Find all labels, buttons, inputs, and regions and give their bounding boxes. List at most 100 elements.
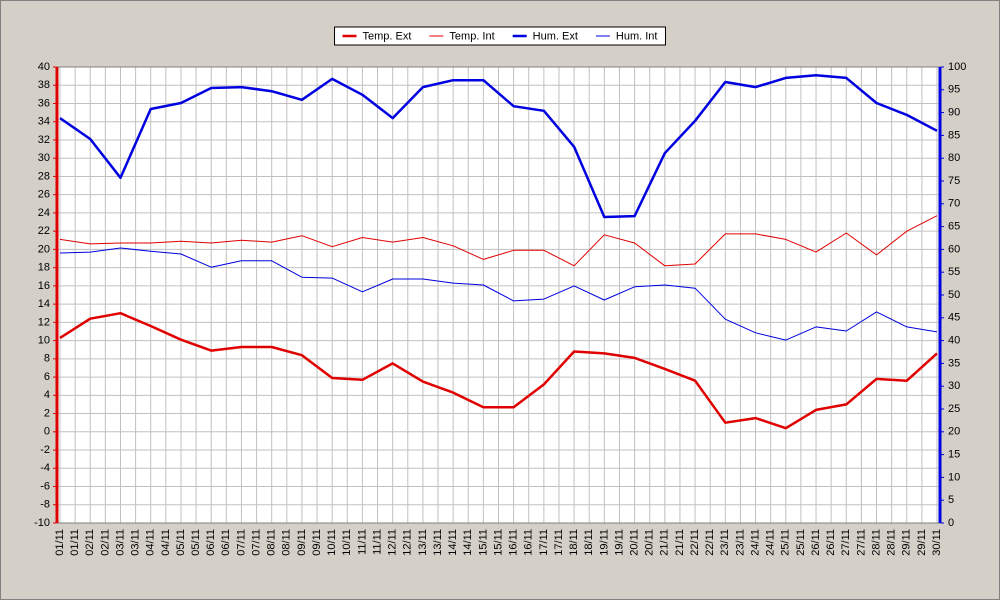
x-tick-label: 20/11 (628, 529, 640, 556)
y-tick-label: 34 (38, 116, 50, 128)
y2-tick-label: 0 (948, 517, 954, 529)
y-tick-label: 30 (38, 152, 50, 164)
x-tick-label: 08/11 (281, 529, 293, 556)
x-tick-label: 04/11 (160, 529, 172, 556)
y-tick-label: 16 (38, 280, 50, 292)
x-tick-label: 09/11 (296, 529, 308, 556)
y-tick-label: 18 (38, 262, 50, 274)
x-tick-label: 03/11 (130, 529, 142, 556)
x-tick-label: 05/11 (190, 529, 202, 556)
legend-label: Temp. Ext (363, 30, 412, 42)
x-tick-label: 08/11 (266, 529, 278, 556)
x-tick-label: 23/11 (734, 529, 746, 556)
x-tick-label: 01/11 (69, 529, 81, 556)
x-tick-label: 28/11 (870, 529, 882, 556)
y2-tick-label: 70 (948, 198, 960, 210)
x-tick-label: 25/11 (795, 529, 807, 556)
y-tick-label: 14 (38, 298, 50, 310)
y-tick-label: 12 (38, 316, 50, 328)
y2-tick-label: 90 (948, 107, 960, 119)
x-tick-label: 28/11 (886, 529, 898, 556)
y-tick-label: 28 (38, 170, 50, 182)
y-tick-label: 6 (44, 371, 50, 383)
series-line (59, 247, 938, 341)
x-tick-label: 07/11 (235, 529, 247, 556)
x-tick-label: 15/11 (492, 529, 504, 556)
y-tick-label: 36 (38, 97, 50, 109)
x-tick-label: 14/11 (447, 529, 459, 556)
y2-tick-label: 95 (948, 84, 960, 96)
x-tick-label: 18/11 (583, 529, 595, 556)
y2-tick-label: 55 (948, 266, 960, 278)
x-tick-label: 26/11 (825, 529, 837, 556)
x-tick-label: 14/11 (462, 529, 474, 556)
x-tick-label: 07/11 (250, 529, 262, 556)
x-tick-label: 27/11 (840, 529, 852, 556)
x-tick-label: 29/11 (916, 529, 928, 556)
y-tick-label: 32 (38, 134, 50, 146)
series-line (59, 73, 938, 219)
x-tick-label: 24/11 (765, 529, 777, 556)
x-tick-label: 21/11 (674, 529, 686, 556)
y2-tick-label: 10 (948, 471, 960, 483)
x-tick-label: 16/11 (508, 529, 520, 556)
y2-tick-label: 80 (948, 152, 960, 164)
y-tick-label: -6 (40, 480, 50, 492)
x-tick-label: 11/11 (371, 529, 383, 555)
legend-label: Hum. Int (616, 30, 658, 42)
y2-tick-label: 5 (948, 494, 954, 506)
x-tick-label: 21/11 (659, 529, 671, 556)
x-tick-label: 20/11 (644, 529, 656, 556)
y-tick-label: 26 (38, 189, 50, 201)
y2-tick-label: 35 (948, 357, 960, 369)
x-tick-label: 18/11 (568, 529, 580, 556)
y-tick-label: 0 (44, 426, 50, 438)
legend-box (334, 26, 666, 46)
x-tick-label: 22/11 (704, 529, 716, 556)
x-tick-label: 13/11 (417, 529, 429, 556)
y-tick-label: -10 (34, 517, 50, 529)
x-tick-label: 09/11 (311, 529, 323, 556)
series-line (59, 311, 938, 430)
y-tick-label: 38 (38, 79, 50, 91)
y-tick-label: -4 (40, 462, 50, 474)
x-tick-label: 01/11 (54, 529, 66, 556)
y2-tick-label: 40 (948, 335, 960, 347)
y-tick-label: 10 (38, 335, 50, 347)
x-tick-label: 12/11 (387, 529, 399, 556)
x-tick-label: 10/11 (341, 529, 353, 556)
y2-tick-label: 60 (948, 243, 960, 255)
x-tick-label: 19/11 (613, 529, 625, 556)
y-tick-label: 24 (38, 207, 50, 219)
x-tick-label: 06/11 (205, 529, 217, 556)
y-tick-label: 8 (44, 353, 50, 365)
x-tick-label: 12/11 (402, 529, 414, 556)
y2-tick-label: 15 (948, 449, 960, 461)
legend-label: Hum. Ext (533, 30, 578, 42)
y-tick-label: 4 (44, 389, 50, 401)
x-tick-label: 10/11 (326, 529, 338, 556)
y-tick-label: 40 (38, 61, 50, 73)
x-tick-label: 03/11 (114, 529, 126, 556)
y2-tick-label: 50 (948, 289, 960, 301)
y-tick-label: 20 (38, 243, 50, 255)
y2-tick-label: 65 (948, 221, 960, 233)
legend-label: Temp. Int (449, 30, 494, 42)
y-tick-label: -8 (40, 499, 50, 511)
x-tick-label: 24/11 (749, 529, 761, 556)
x-tick-label: 11/11 (356, 529, 368, 555)
y-tick-label: 22 (38, 225, 50, 237)
x-tick-label: 02/11 (99, 529, 111, 556)
x-tick-label: 29/11 (901, 529, 913, 556)
x-tick-label: 22/11 (689, 529, 701, 556)
x-tick-label: 15/11 (477, 529, 489, 556)
legend: Temp. Ext Temp. Int Hum. Ext Hum. Int (334, 26, 666, 46)
series-line (59, 215, 938, 267)
y2-tick-label: 75 (948, 175, 960, 187)
x-tick-label: 19/11 (598, 529, 610, 556)
x-tick-label: 26/11 (810, 529, 822, 556)
x-tick-label: 17/11 (553, 529, 565, 556)
x-tick-label: 17/11 (538, 529, 550, 556)
x-tick-label: 23/11 (719, 529, 731, 556)
